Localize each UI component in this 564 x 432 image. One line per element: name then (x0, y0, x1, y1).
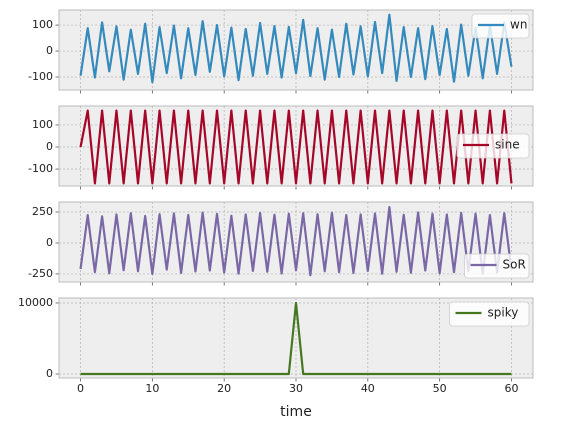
subplot: -250 0 250 SoR (28, 201, 534, 286)
subplot: -100 0 100 sine (28, 105, 534, 190)
frame (58, 201, 534, 283)
y-tick-label: -250 (28, 267, 53, 280)
y-tick-label: -100 (28, 162, 53, 175)
plot-lines (79, 13, 513, 84)
plot-lines (79, 205, 513, 277)
legend-box (456, 133, 530, 159)
x-tick-label: 40 (361, 382, 375, 395)
line (79, 205, 513, 277)
line (80, 301, 512, 376)
x-tick-label: 50 (433, 382, 447, 395)
x-tick-label: 20 (217, 382, 231, 395)
legend: sine (456, 133, 530, 159)
y-tick-label: -100 (28, 70, 53, 83)
subplot: -100 0 100 wn (28, 9, 534, 94)
x-axis-label: time (280, 404, 312, 420)
frame (58, 297, 534, 379)
line (79, 13, 513, 84)
y-tick-label: 10000 (18, 296, 53, 309)
x-tick-label: 30 (289, 382, 303, 395)
legend-label: wn (510, 18, 527, 32)
legend: wn (471, 13, 530, 39)
x-tick-label: 0 (77, 382, 84, 395)
line (79, 109, 513, 185)
frame (58, 105, 534, 187)
y-tick-label: 100 (32, 118, 53, 131)
y-tick-label: 0 (46, 140, 53, 153)
legend-label: spiky (488, 306, 519, 320)
y-tick-label: 0 (46, 236, 53, 249)
x-tick-label: 10 (145, 382, 159, 395)
frame (58, 9, 534, 91)
legend-box (464, 253, 530, 279)
legend-label: SoR (503, 258, 526, 272)
y-tick-label: 250 (32, 205, 53, 218)
x-tick-label: 60 (504, 382, 518, 395)
legend-label: sine (495, 138, 520, 152)
plot-lines (79, 109, 513, 185)
y-tick-label: 0 (46, 367, 53, 380)
legend-box (449, 301, 530, 327)
plot-lines (80, 301, 512, 376)
legend: SoR (464, 253, 530, 279)
y-tick-label: 0 (46, 44, 53, 57)
legend: spiky (449, 301, 530, 327)
subplot: 0 10 20 30 40 50 60 0 10000 time spiky (18, 296, 534, 420)
y-tick-label: 100 (32, 18, 53, 31)
